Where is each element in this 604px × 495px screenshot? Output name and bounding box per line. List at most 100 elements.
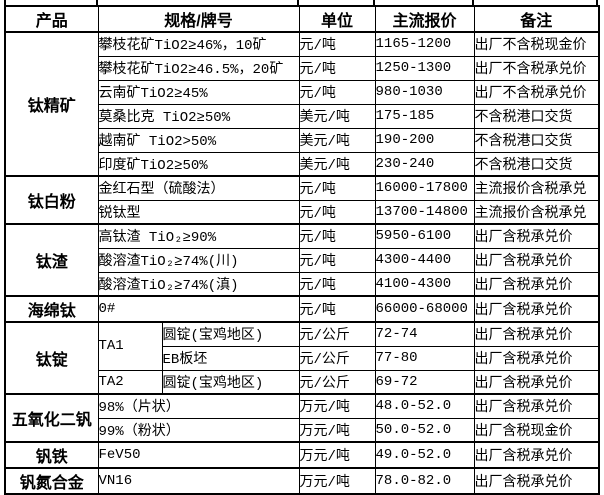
price-cell: 69-72	[374, 369, 475, 395]
price-cell: 16000-17800	[374, 175, 475, 201]
remark-cell: 出厂不含税承兑价	[473, 55, 600, 81]
col-header-remark: 备注	[473, 5, 600, 33]
price-table: 产品 规格/牌号 单位 主流报价 备注 钛精矿 攀枝花矿TiO2≥46%，10矿…	[4, 5, 601, 495]
table-row: 印度矿TiO2≥50% 美元/吨 230-240 不含税港口交货	[5, 151, 600, 177]
unit-cell: 元/吨	[298, 31, 376, 57]
spec-cell: FeV50	[97, 441, 300, 469]
table-row: 钛渣 高钛渣 TiO₂≥90% 元/吨 5950-6100 出厂含税承兑价	[4, 223, 600, 297]
remark-cell: 出厂含税承兑价	[473, 393, 600, 419]
spec-cell: 攀枝花矿TiO2≥46%，10矿	[97, 31, 300, 57]
price-cell: 50.0-52.0	[374, 417, 475, 443]
cutoff-stub-top	[4, 0, 6, 5]
remark-cell: 主流报价含税承兑	[473, 175, 600, 201]
product-cell: 钛锭	[4, 321, 99, 395]
unit-cell: 元/吨	[298, 79, 376, 105]
remark-cell: 不含税港口交货	[473, 151, 600, 177]
unit-cell: 元/吨	[298, 271, 376, 297]
spec-form-cell: 圆锭(宝鸡地区)	[161, 369, 300, 395]
price-cell: 72-74	[374, 321, 475, 347]
table-row: 五氧化二钒 98%（片状） 万元/吨 48.0-52.0 出厂含税承兑价	[4, 393, 600, 443]
table-row: 酸溶渣TiO₂≥74%(川) 元/吨 4300-4400 出厂含税承兑价	[5, 247, 600, 273]
table-row: 钒铁 FeV50 万元/吨 49.0-52.0 出厂含税承兑价	[4, 441, 600, 469]
product-cell: 钒氮合金	[4, 467, 99, 495]
spec-cell: 高钛渣 TiO₂≥90%	[97, 223, 300, 249]
unit-cell: 元/公斤	[298, 345, 376, 371]
price-cell: 980-1030	[374, 79, 475, 105]
spec-cell: 0#	[97, 295, 300, 323]
spec-cell: VN16	[97, 467, 300, 495]
cutoff-stub-top	[472, 0, 474, 5]
price-cell: 4300-4400	[374, 247, 475, 273]
table-row: 莫桑比克 TiO2≥50% 美元/吨 175-185 不含税港口交货	[5, 103, 600, 129]
remark-cell: 不含税港口交货	[473, 103, 600, 129]
price-cell: 4100-4300	[374, 271, 475, 297]
remark-cell: 出厂含税承兑价	[473, 467, 600, 495]
price-cell: 78.0-82.0	[374, 467, 475, 495]
unit-cell: 美元/吨	[298, 151, 376, 177]
col-header-spec: 规格/牌号	[97, 5, 300, 33]
table-row: 钛精矿 攀枝花矿TiO2≥46%，10矿 元/吨 1165-1200 出厂不含税…	[4, 31, 600, 177]
unit-cell: 元/吨	[298, 55, 376, 81]
table-row: 钛锭 TA1 圆锭(宝鸡地区) 元/公斤 72-74 出厂含税承兑价	[4, 321, 600, 395]
price-cell: 48.0-52.0	[374, 393, 475, 419]
remark-cell: 出厂含税承兑价	[473, 321, 600, 347]
unit-cell: 元/公斤	[298, 321, 376, 347]
table-row: 钒氮合金 VN16 万元/吨 78.0-82.0 出厂含税承兑价	[4, 467, 600, 495]
unit-cell: 万元/吨	[298, 441, 376, 469]
price-cell: 66000-68000	[374, 295, 475, 323]
price-cell: 77-80	[374, 345, 475, 371]
unit-cell: 万元/吨	[298, 467, 376, 495]
unit-cell: 元/吨	[298, 223, 376, 249]
price-cell: 1165-1200	[374, 31, 475, 57]
product-cell: 钛白粉	[4, 175, 99, 225]
table-row: 海绵钛 0# 元/吨 66000-68000 出厂含税承兑价	[4, 295, 600, 323]
product-cell: 海绵钛	[4, 295, 99, 323]
unit-cell: 万元/吨	[298, 393, 376, 419]
unit-cell: 元/吨	[298, 295, 376, 323]
unit-cell: 美元/吨	[298, 127, 376, 153]
spec-cell: 越南矿 TiO2>50%	[97, 127, 300, 153]
spec-form-cell: EB板坯	[161, 345, 300, 371]
unit-cell: 元/吨	[298, 199, 376, 225]
spec-cell: 印度矿TiO2≥50%	[97, 151, 300, 177]
cutoff-stub-top	[373, 0, 375, 5]
cutoff-stub-top	[297, 0, 299, 5]
cutoff-stub-top	[596, 0, 598, 5]
table-row: 酸溶渣TiO₂≥74%(滇) 元/吨 4100-4300 出厂含税承兑价	[5, 271, 600, 297]
spec-cell: 酸溶渣TiO₂≥74%(滇)	[97, 271, 300, 297]
price-cell: 1250-1300	[374, 55, 475, 81]
spec-cell: 99%（粉状）	[97, 417, 300, 443]
remark-cell: 不含税港口交货	[473, 127, 600, 153]
table-row: TA2 圆锭(宝鸡地区) 元/公斤 69-72 出厂含税承兑价	[5, 369, 600, 395]
spec-cell: 金红石型（硫酸法）	[97, 175, 300, 201]
price-cell: 13700-14800	[374, 199, 475, 225]
remark-cell: 主流报价含税承兑	[473, 199, 600, 225]
spec-cell: 攀枝花矿TiO2≥46.5%，20矿	[97, 55, 300, 81]
spec-grade-cell: TA2	[97, 369, 163, 395]
col-header-product: 产品	[4, 5, 99, 33]
cutoff-stub-top	[96, 0, 98, 5]
product-cell: 五氧化二钒	[4, 393, 99, 443]
unit-cell: 美元/吨	[298, 103, 376, 129]
remark-cell: 出厂含税承兑价	[473, 247, 600, 273]
price-cell: 175-185	[374, 103, 475, 129]
remark-cell: 出厂含税承兑价	[473, 345, 600, 371]
product-cell: 钛渣	[4, 223, 99, 297]
spec-cell: 锐钛型	[97, 199, 300, 225]
price-cell: 230-240	[374, 151, 475, 177]
price-cell: 5950-6100	[374, 223, 475, 249]
remark-cell: 出厂不含税现金价	[473, 31, 600, 57]
remark-cell: 出厂含税承兑价	[473, 223, 600, 249]
header-row: 产品 规格/牌号 单位 主流报价 备注	[4, 5, 600, 33]
col-header-unit: 单位	[298, 5, 376, 33]
remark-cell: 出厂含税承兑价	[473, 271, 600, 297]
remark-cell: 出厂含税承兑价	[473, 441, 600, 469]
table-row: 99%（粉状） 万元/吨 50.0-52.0 出厂含税现金价	[5, 417, 600, 443]
spec-cell: 98%（片状）	[97, 393, 300, 419]
spec-form-cell: 圆锭(宝鸡地区)	[161, 321, 300, 347]
unit-cell: 元/吨	[298, 175, 376, 201]
remark-cell: 出厂含税现金价	[473, 417, 600, 443]
remark-cell: 出厂不含税承兑价	[473, 79, 600, 105]
spec-cell: 莫桑比克 TiO2≥50%	[97, 103, 300, 129]
price-cell: 49.0-52.0	[374, 441, 475, 469]
